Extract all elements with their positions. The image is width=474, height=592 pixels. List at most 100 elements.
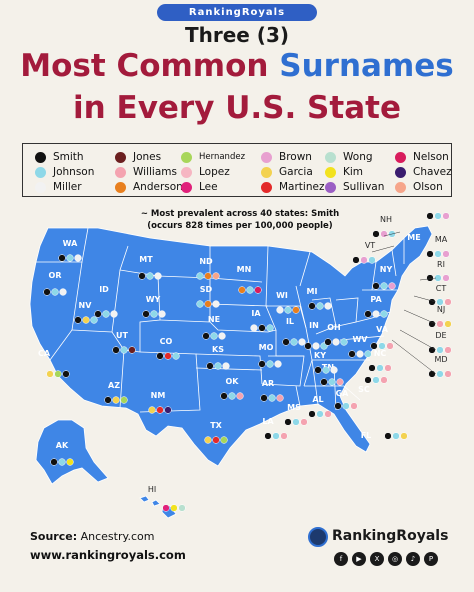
surname-dot-ut-jones <box>128 346 136 354</box>
legend-item-anderson: Anderson <box>115 179 183 195</box>
surname-dot-il-smith <box>282 338 290 346</box>
surname-dot-ga-johnson <box>342 402 350 410</box>
surname-dot-hi-lee <box>162 504 170 512</box>
surname-dot-pa-johnson <box>380 310 388 318</box>
legend-label: Lopez <box>199 166 230 178</box>
surname-dot-fl-johnson <box>392 432 400 440</box>
surname-dot-wa-miller <box>74 254 82 262</box>
legend-swatch <box>325 181 336 193</box>
surname-dot-nh-smith <box>372 230 380 238</box>
surname-dot-pa-miller <box>372 310 380 318</box>
surname-dot-ar-johnson <box>268 394 276 402</box>
surname-dot-nc-williams <box>384 364 392 372</box>
callout-line <box>419 277 437 281</box>
surname-dot-ut-smith <box>112 346 120 354</box>
legend-label: Sullivan <box>343 181 385 193</box>
legend-item-miller: Miller <box>35 179 82 195</box>
surname-dot-wy-smith <box>142 310 150 318</box>
surname-dot-il-miller <box>298 338 306 346</box>
surname-dot-wy-johnson <box>150 310 158 318</box>
surname-dot-de-williams <box>444 346 452 354</box>
state-label-ca: CA <box>38 349 51 358</box>
state-label-nj: NJ <box>437 305 445 314</box>
state-label-fl: FL <box>361 431 372 440</box>
website-url[interactable]: www.rankingroyals.com <box>30 548 186 562</box>
state-label-sd: SD <box>200 285 213 294</box>
surname-dot-nc-smith <box>368 364 376 372</box>
state-label-ms: MS <box>287 403 301 412</box>
surname-dot-pa-smith <box>364 310 372 318</box>
x-icon[interactable]: X <box>370 552 384 566</box>
surname-dot-ok-smith <box>220 392 228 400</box>
surname-dot-va-johnson <box>378 342 386 350</box>
legend-label: Olson <box>413 181 443 193</box>
surname-dot-wv-smith <box>348 350 356 358</box>
surname-dot-in-smith <box>304 342 312 350</box>
surname-dot-tx-garcia <box>204 436 212 444</box>
surname-dot-ky-johnson <box>322 366 330 374</box>
surname-dot-ms-smith <box>284 418 292 426</box>
state-label-nv: NV <box>79 301 93 310</box>
title-line-3: in Every U.S. State <box>73 90 401 126</box>
surname-dot-ne-smith <box>202 332 210 340</box>
surname-dot-hi-wong <box>178 504 186 512</box>
surname-dot-mt-johnson <box>146 272 154 280</box>
state-label-ut: UT <box>116 331 128 340</box>
legend-item-hernandez: Hernandez <box>181 149 245 165</box>
legend-swatch <box>395 166 406 178</box>
surname-dot-tn-williams <box>336 378 344 386</box>
state-label-ma: MA <box>435 235 448 244</box>
surname-dot-al-smith <box>308 410 316 418</box>
instagram-icon[interactable]: ◎ <box>388 552 402 566</box>
pinterest-icon[interactable]: P <box>424 552 438 566</box>
legend-item-lee: Lee <box>181 179 218 195</box>
state-label-ks: KS <box>212 345 224 354</box>
state-label-mn: MN <box>237 265 252 274</box>
state-label-ri: RI <box>437 260 445 269</box>
legend-label: Chavez <box>413 166 452 178</box>
state-label-hi: HI <box>148 485 156 494</box>
tiktok-icon[interactable]: ♪ <box>406 552 420 566</box>
state-label-ny: NY <box>380 265 393 274</box>
state-label-az: AZ <box>108 381 120 390</box>
legend-label: Anderson <box>133 181 183 193</box>
state-borders-layer <box>29 225 433 519</box>
surname-dot-sc-johnson <box>372 376 380 384</box>
surname-dot-az-hernandez <box>120 396 128 404</box>
source-value: Ancestry.com <box>80 530 155 543</box>
facebook-icon[interactable]: f <box>334 552 348 566</box>
surname-dot-wy-miller <box>158 310 166 318</box>
legend-swatch <box>181 151 192 163</box>
contiguous-us-shape <box>29 225 433 467</box>
state-dots <box>43 212 452 512</box>
state-label-ct: CT <box>436 284 447 293</box>
surname-dot-ky-smith <box>314 366 322 374</box>
legend-swatch <box>261 181 272 193</box>
state-label-ga: GA <box>336 389 350 398</box>
prevalence-note-line-1: ~ Most prevalent across 40 states: Smith <box>140 209 340 219</box>
legend-label: Williams <box>133 166 177 178</box>
surname-dot-me-johnson <box>434 212 442 220</box>
surname-dot-ct-williams <box>444 298 452 306</box>
surname-dot-hi-kim <box>170 504 178 512</box>
youtube-icon[interactable]: ▶ <box>352 552 366 566</box>
surname-dot-mo-miller <box>274 360 282 368</box>
legend-swatch <box>261 151 272 163</box>
legend-item-martinez: Martinez <box>261 179 324 195</box>
surname-dot-ne-miller <box>218 332 226 340</box>
surname-dot-nm-martinez <box>156 406 164 414</box>
surname-dot-ma-smith <box>426 250 434 258</box>
surname-dot-la-williams <box>280 432 288 440</box>
legend-swatch <box>181 181 192 193</box>
legend-swatch <box>115 181 126 193</box>
callout-line <box>413 295 437 303</box>
callout-line <box>399 329 437 351</box>
state-label-wy: WY <box>146 295 161 304</box>
legend-item-brown: Brown <box>261 149 312 165</box>
state-label-in: IN <box>309 321 319 330</box>
state-label-ia: IA <box>251 309 261 318</box>
surname-dot-or-johnson <box>51 288 59 296</box>
legend-item-chavez: Chavez <box>395 164 452 180</box>
title-line-1: Three (3) <box>184 23 290 47</box>
